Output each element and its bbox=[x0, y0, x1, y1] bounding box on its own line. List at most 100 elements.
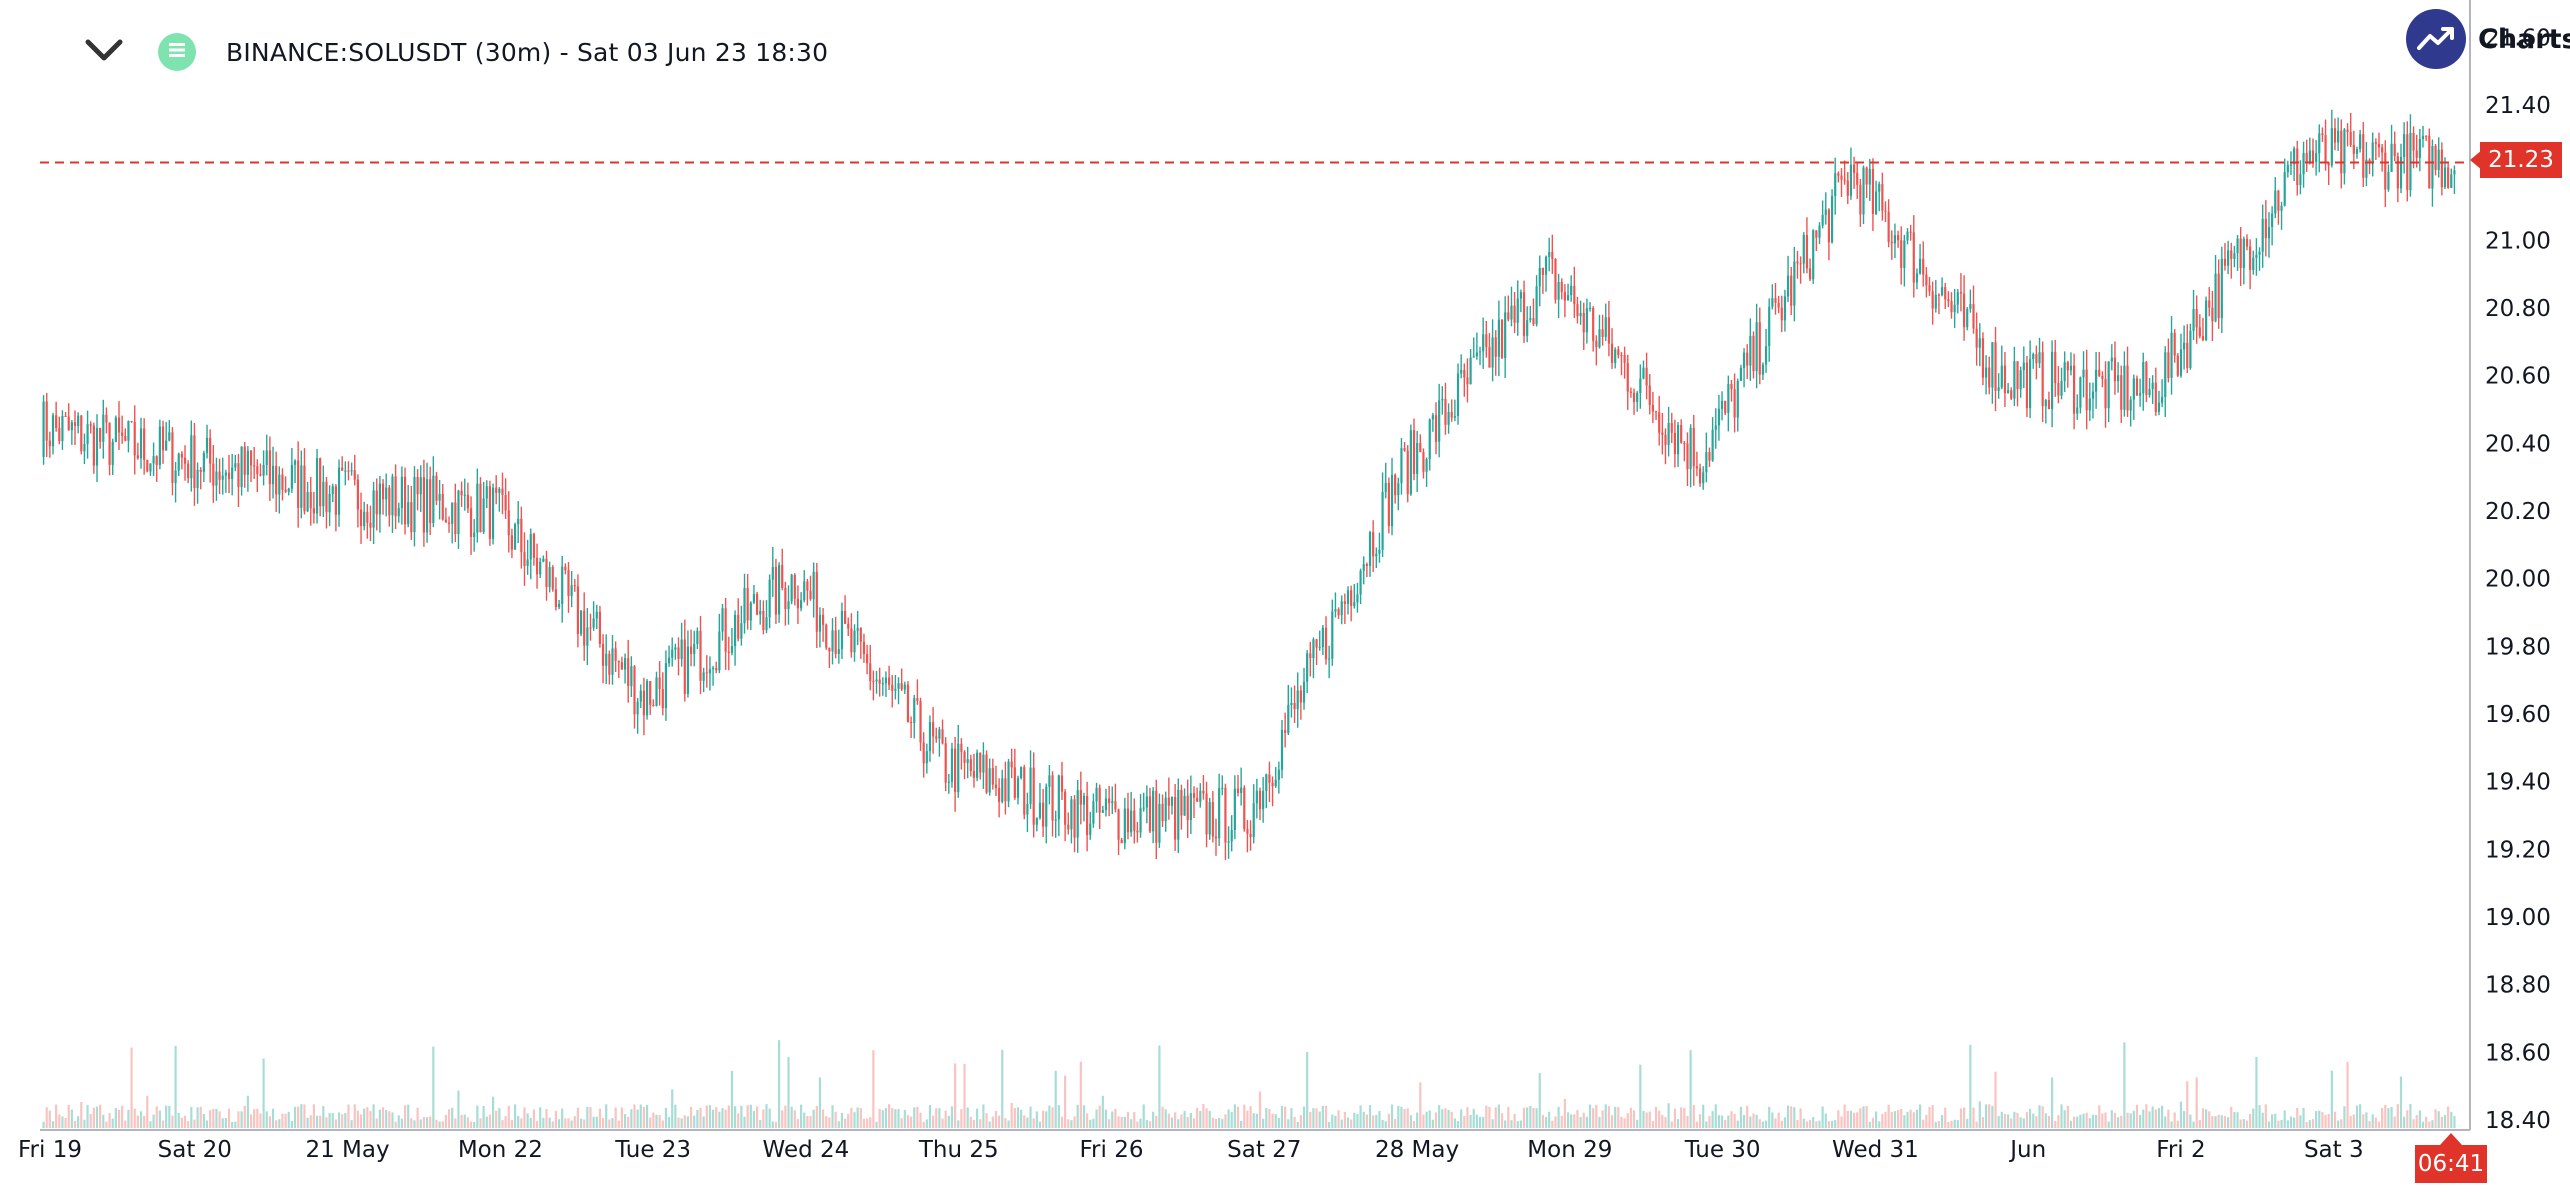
candle bbox=[1092, 793, 1095, 828]
volume-bar bbox=[649, 1117, 652, 1128]
candle bbox=[334, 484, 337, 532]
volume-bar bbox=[117, 1109, 121, 1128]
volume-bar bbox=[2283, 1110, 2286, 1128]
volume-bar bbox=[1576, 1110, 1579, 1128]
candle bbox=[2132, 374, 2135, 420]
candle bbox=[784, 581, 787, 626]
volume-bar bbox=[1406, 1108, 1409, 1128]
candle bbox=[733, 610, 737, 666]
candle bbox=[1196, 787, 1199, 802]
volume-bar bbox=[972, 1120, 976, 1128]
volume-bar bbox=[1893, 1111, 1897, 1128]
candle bbox=[249, 449, 253, 483]
time-axis[interactable]: Fri 19 Sat 20 21 May Mon 22 Tue 23 Wed 24 Thu … bbox=[18, 1137, 2364, 1163]
volume-bar bbox=[136, 1115, 139, 1128]
candle bbox=[1064, 789, 1067, 842]
volume-bar bbox=[1469, 1115, 1472, 1128]
candle bbox=[2453, 165, 2456, 194]
volume-bar bbox=[1560, 1115, 1563, 1128]
candle bbox=[422, 459, 426, 547]
volume-bar bbox=[1111, 1111, 1114, 1128]
candle bbox=[727, 636, 730, 671]
candle bbox=[1073, 795, 1076, 853]
candle bbox=[1566, 283, 1570, 301]
volume-bar bbox=[1865, 1105, 1868, 1128]
candle bbox=[969, 754, 972, 777]
candle bbox=[966, 746, 969, 779]
volume-bar bbox=[1642, 1110, 1645, 1128]
candle bbox=[2371, 132, 2374, 177]
volume-bar bbox=[1444, 1108, 1447, 1128]
candle bbox=[1365, 562, 1368, 578]
candle bbox=[1815, 230, 1818, 252]
candle bbox=[1456, 363, 1460, 425]
volume-bar bbox=[325, 1117, 328, 1128]
volume-bar bbox=[1500, 1113, 1504, 1128]
candle bbox=[605, 634, 608, 684]
candle bbox=[2399, 143, 2403, 194]
candle bbox=[774, 558, 778, 625]
candle bbox=[913, 694, 916, 739]
candle bbox=[2211, 290, 2214, 341]
volume-bar bbox=[121, 1105, 124, 1128]
collapse-button[interactable] bbox=[80, 28, 128, 76]
candle bbox=[212, 445, 215, 503]
status-indicator[interactable] bbox=[158, 33, 196, 71]
candle bbox=[1676, 421, 1680, 467]
volume-bar bbox=[287, 1111, 290, 1128]
candle bbox=[2271, 206, 2274, 246]
candle bbox=[1170, 796, 1174, 815]
volume-bar bbox=[796, 1119, 800, 1128]
volume-bar bbox=[1978, 1101, 1981, 1128]
candle bbox=[2230, 242, 2233, 279]
volume-bar bbox=[212, 1108, 215, 1128]
candle bbox=[1739, 364, 1743, 381]
volume-bar bbox=[523, 1107, 526, 1128]
volume-bar bbox=[165, 1105, 168, 1128]
volume-bar bbox=[1208, 1110, 1211, 1128]
volume-bar bbox=[479, 1118, 482, 1128]
brand[interactable]: Charts bbox=[2406, 8, 2570, 70]
candle bbox=[979, 752, 982, 780]
candle bbox=[1145, 785, 1148, 824]
candle bbox=[2170, 316, 2173, 395]
candle bbox=[1774, 283, 1777, 315]
candle bbox=[2384, 140, 2387, 207]
candle bbox=[2286, 160, 2289, 178]
candle bbox=[174, 462, 177, 503]
volume-bar bbox=[495, 1110, 498, 1128]
volume-bar bbox=[2035, 1116, 2038, 1128]
volume-bar bbox=[1554, 1116, 1557, 1128]
volume-bar bbox=[161, 1120, 165, 1128]
candle bbox=[1645, 352, 1648, 400]
candle bbox=[1906, 228, 1909, 245]
candle bbox=[1428, 418, 1431, 471]
volume-bar bbox=[1192, 1118, 1196, 1128]
candle bbox=[1054, 810, 1057, 838]
volume-bar bbox=[1324, 1105, 1328, 1128]
candle bbox=[1984, 355, 1988, 395]
candle bbox=[790, 573, 793, 605]
candle bbox=[853, 624, 856, 662]
candle bbox=[378, 475, 381, 533]
volume-bar bbox=[1859, 1108, 1862, 1128]
candle bbox=[1409, 424, 1412, 496]
volume-bar bbox=[1648, 1111, 1651, 1128]
candle bbox=[960, 738, 963, 770]
candle bbox=[1086, 781, 1089, 852]
volume-bar bbox=[545, 1109, 548, 1128]
price-axis[interactable]: 21.6021.4021.0020.8020.6020.4020.2020.00… bbox=[2485, 25, 2551, 1134]
candle bbox=[133, 405, 136, 475]
candle bbox=[1909, 224, 1912, 241]
volume-bar bbox=[447, 1109, 451, 1128]
candle bbox=[856, 610, 859, 646]
candle bbox=[2239, 227, 2242, 286]
candle bbox=[620, 656, 624, 670]
candle bbox=[479, 477, 482, 533]
candle bbox=[954, 736, 957, 812]
volume-bar bbox=[1966, 1118, 1969, 1128]
volume-bar bbox=[595, 1116, 598, 1128]
volume-bar bbox=[1365, 1114, 1368, 1128]
volume-bar bbox=[2330, 1070, 2333, 1128]
